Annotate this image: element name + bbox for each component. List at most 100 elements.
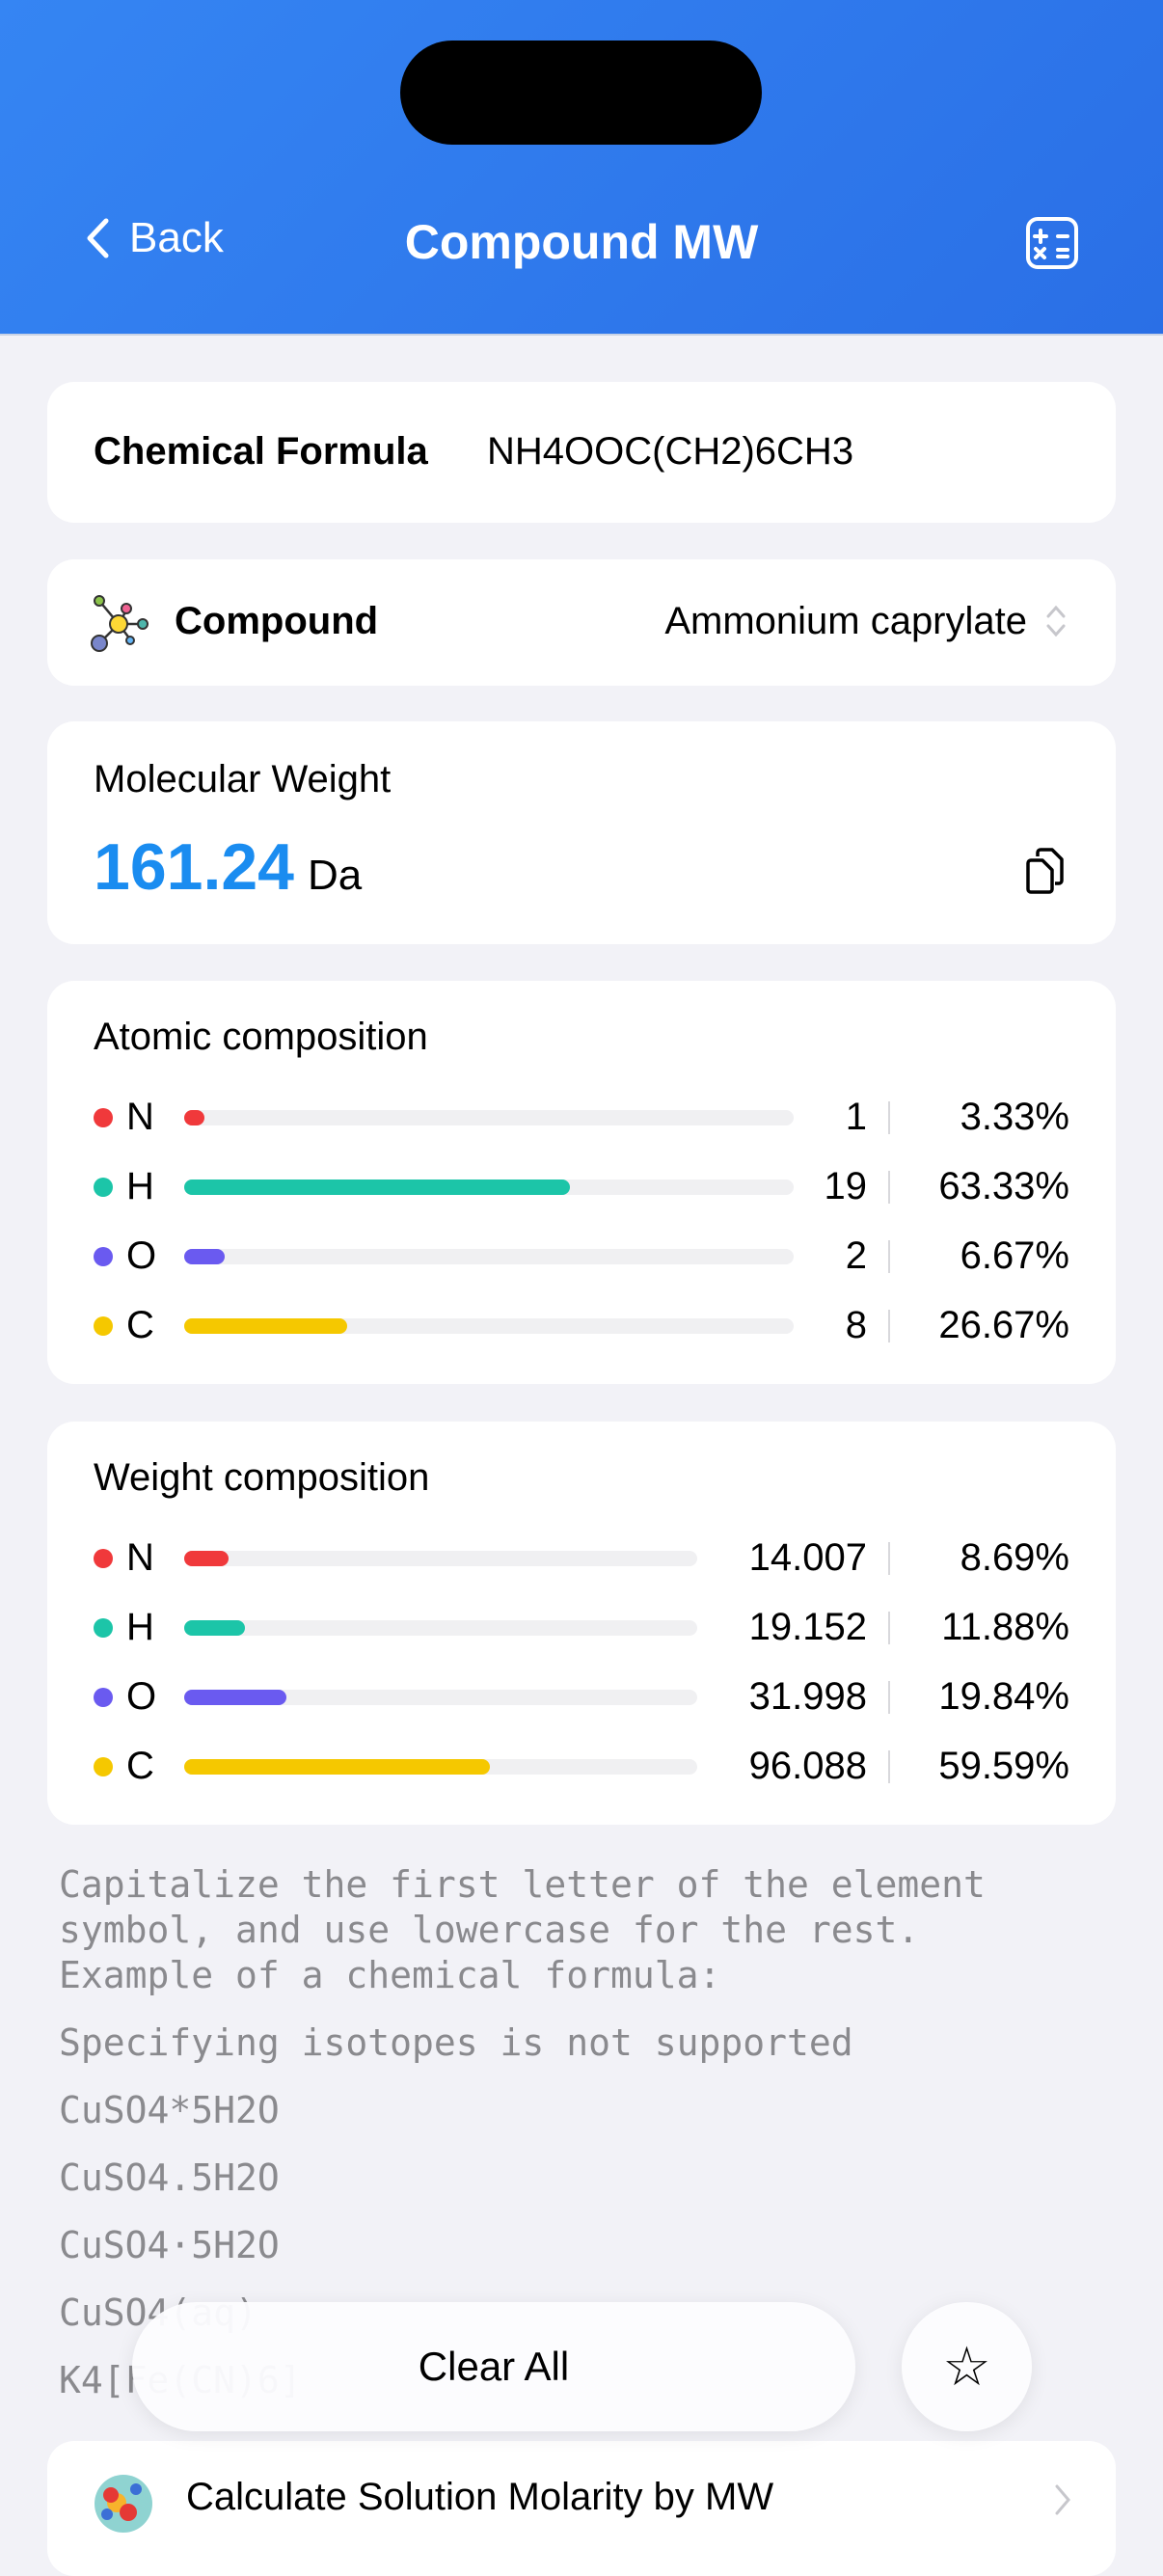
element-percent: 3.33% (960, 1096, 1069, 1138)
back-button[interactable]: Back (85, 214, 224, 262)
element-color-dot (94, 1247, 113, 1266)
mw-label: Molecular Weight (94, 758, 392, 800)
help-line: symbol, and use lowercase for the rest. (59, 1909, 920, 1951)
atomic-row: N 1 3.33% (47, 1088, 1116, 1146)
compound-picker[interactable]: Compound Ammonium caprylate (47, 559, 1116, 686)
progress-track (184, 1318, 794, 1334)
compound-label: Compound (175, 600, 379, 642)
atom-count: 2 (845, 1234, 867, 1277)
calculator-icon[interactable] (1026, 217, 1078, 269)
favorite-button[interactable]: ☆ (902, 2302, 1032, 2431)
weight-row: C 96.088 59.59% (47, 1737, 1116, 1795)
progress-track (184, 1249, 794, 1264)
back-label: Back (129, 214, 224, 261)
atom-count: 8 (845, 1304, 867, 1346)
weight-title: Weight composition (94, 1456, 430, 1499)
molarity-link-label: Calculate Solution Molarity by MW (186, 2476, 774, 2518)
molarity-icon (95, 2475, 152, 2533)
divider (888, 1542, 890, 1575)
compound-value[interactable]: Ammonium caprylate (664, 600, 1027, 642)
progress-fill (184, 1759, 491, 1775)
element-mass: 96.088 (748, 1745, 867, 1787)
element-percent: 19.84% (938, 1675, 1069, 1718)
dynamic-island (400, 41, 762, 145)
atomic-title: Atomic composition (94, 1016, 428, 1058)
element-percent: 26.67% (938, 1304, 1069, 1346)
element-mass: 14.007 (748, 1536, 867, 1579)
help-line: CuSO4.5H2O (59, 2156, 280, 2199)
element-symbol: O (126, 1675, 157, 1718)
formula-label: Chemical Formula (94, 430, 428, 473)
help-line: Specifying isotopes is not supported (59, 2021, 853, 2064)
chevron-left-icon (87, 218, 109, 258)
molecular-weight-card: Molecular Weight 161.24 Da (47, 721, 1116, 944)
weight-composition-card: Weight composition N 14.007 8.69% H 19.152 11… (47, 1422, 1116, 1825)
progress-track (184, 1180, 794, 1195)
element-color-dot (94, 1688, 113, 1707)
chevron-right-icon (1055, 2484, 1070, 2515)
divider (888, 1750, 890, 1783)
atomic-composition-card: Atomic composition N 1 3.33% H 19 63.33% O 2 6.6… (47, 981, 1116, 1384)
help-line: Example of a chemical formula: (59, 1954, 721, 1996)
progress-fill (184, 1110, 205, 1125)
divider (888, 1240, 890, 1273)
element-color-dot (94, 1757, 113, 1776)
help-line: CuSO4·5H2O (59, 2224, 280, 2266)
progress-fill (184, 1690, 286, 1705)
element-color-dot (94, 1618, 113, 1638)
element-percent: 63.33% (938, 1165, 1069, 1207)
star-icon: ☆ (942, 2336, 991, 2397)
mw-value: 161.24 (94, 830, 294, 904)
weight-row: O 31.998 19.84% (47, 1668, 1116, 1725)
progress-track (184, 1110, 794, 1125)
progress-fill (184, 1318, 347, 1334)
element-color-dot (94, 1549, 113, 1568)
copy-icon[interactable] (1024, 847, 1065, 895)
progress-fill (184, 1180, 571, 1195)
atomic-row: H 19 63.33% (47, 1157, 1116, 1215)
mw-unit: Da (307, 852, 363, 899)
element-mass: 19.152 (748, 1606, 867, 1648)
element-color-dot (94, 1108, 113, 1127)
progress-fill (184, 1249, 226, 1264)
formula-input[interactable]: NH4OOC(CH2)6CH3 (487, 430, 854, 473)
divider (888, 1310, 890, 1342)
atomic-row: C 8 26.67% (47, 1296, 1116, 1354)
nav-bar: Back Compound MW (0, 0, 1163, 336)
element-symbol: O (126, 1234, 157, 1277)
clear-all-label: Clear All (418, 2344, 570, 2389)
element-symbol: H (126, 1165, 154, 1207)
element-symbol: N (126, 1096, 154, 1138)
element-symbol: H (126, 1606, 154, 1648)
element-percent: 59.59% (938, 1745, 1069, 1787)
weight-row: H 19.152 11.88% (47, 1598, 1116, 1656)
element-symbol: C (126, 1304, 154, 1346)
help-line: CuSO4*5H2O (59, 2089, 280, 2131)
element-color-dot (94, 1178, 113, 1197)
atom-count: 1 (845, 1096, 867, 1138)
atomic-row: O 2 6.67% (47, 1227, 1116, 1285)
clear-all-button[interactable]: Clear All (132, 2302, 855, 2431)
divider (888, 1101, 890, 1134)
divider (888, 1171, 890, 1204)
element-color-dot (94, 1316, 113, 1336)
element-mass: 31.998 (748, 1675, 867, 1718)
progress-track (184, 1620, 697, 1636)
progress-track (184, 1690, 697, 1705)
element-symbol: N (126, 1536, 154, 1579)
divider (888, 1681, 890, 1714)
element-symbol: C (126, 1745, 154, 1787)
solution-molarity-link[interactable]: Calculate Solution Molarity by MW (47, 2441, 1116, 2576)
progress-fill (184, 1551, 230, 1566)
divider (888, 1612, 890, 1644)
formula-field[interactable]: Chemical Formula NH4OOC(CH2)6CH3 (47, 382, 1116, 523)
atom-count: 19 (824, 1165, 868, 1207)
element-percent: 6.67% (960, 1234, 1069, 1277)
help-line: Capitalize the first letter of the eleme… (59, 1863, 986, 1906)
element-percent: 11.88% (941, 1606, 1069, 1648)
element-percent: 8.69% (960, 1536, 1069, 1579)
weight-row: N 14.007 8.69% (47, 1529, 1116, 1586)
chevron-up-down-icon (1046, 605, 1066, 637)
progress-fill (184, 1620, 246, 1636)
progress-track (184, 1551, 697, 1566)
